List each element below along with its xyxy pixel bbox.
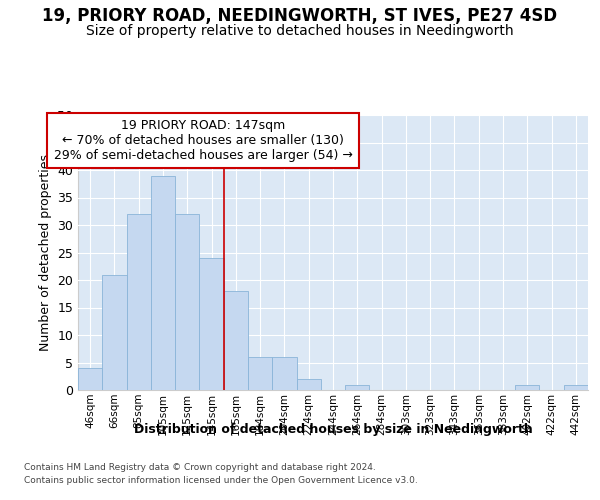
Y-axis label: Number of detached properties: Number of detached properties <box>38 154 52 351</box>
Bar <box>564 384 588 390</box>
Bar <box>296 379 321 390</box>
Bar <box>175 214 199 390</box>
Bar <box>151 176 175 390</box>
Text: 19, PRIORY ROAD, NEEDINGWORTH, ST IVES, PE27 4SD: 19, PRIORY ROAD, NEEDINGWORTH, ST IVES, … <box>43 8 557 26</box>
Text: Distribution of detached houses by size in Needingworth: Distribution of detached houses by size … <box>134 422 532 436</box>
Bar <box>515 384 539 390</box>
Bar <box>248 357 272 390</box>
Text: Contains public sector information licensed under the Open Government Licence v3: Contains public sector information licen… <box>24 476 418 485</box>
Bar <box>199 258 224 390</box>
Bar <box>102 274 127 390</box>
Text: Size of property relative to detached houses in Needingworth: Size of property relative to detached ho… <box>86 24 514 38</box>
Text: 19 PRIORY ROAD: 147sqm
← 70% of detached houses are smaller (130)
29% of semi-de: 19 PRIORY ROAD: 147sqm ← 70% of detached… <box>53 119 352 162</box>
Text: Contains HM Land Registry data © Crown copyright and database right 2024.: Contains HM Land Registry data © Crown c… <box>24 462 376 471</box>
Bar <box>345 384 370 390</box>
Bar <box>78 368 102 390</box>
Bar <box>224 291 248 390</box>
Bar <box>127 214 151 390</box>
Bar <box>272 357 296 390</box>
